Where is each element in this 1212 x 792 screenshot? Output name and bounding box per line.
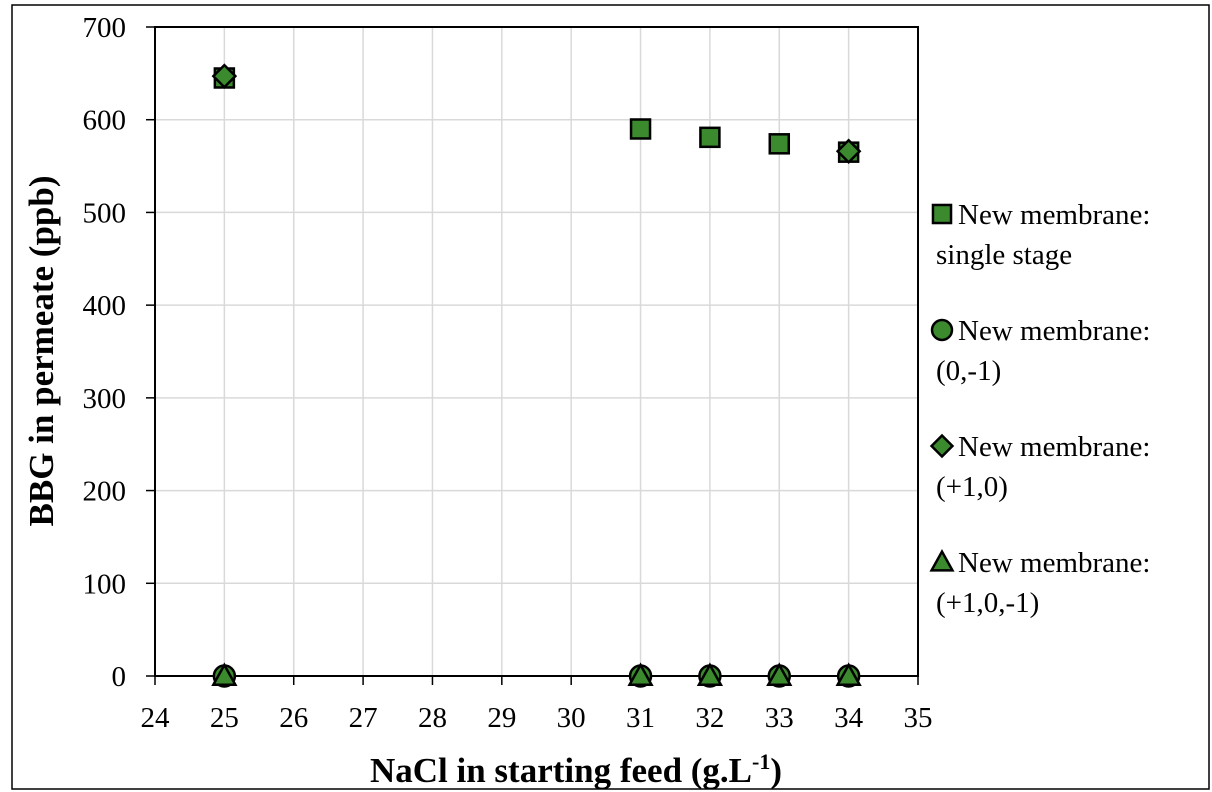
x-tick-label: 24 [141,702,171,734]
x-axis-title: NaCl in starting feed (g.L-1) [370,749,782,790]
x-tick-label: 34 [834,702,864,734]
data-point-square [699,126,721,149]
x-tick-label: 33 [765,702,794,734]
data-point-triangle [835,662,862,687]
legend: New membrane: single stage New membrane: (0… [929,199,1150,619]
x-axis-title-main: NaCl in starting feed (g.L [370,751,752,790]
x-axis-title-sup: -1 [752,749,770,774]
legend-label: New membrane: [958,315,1150,347]
x-tick-label: 29 [487,702,516,734]
x-tick-label: 32 [695,702,724,734]
x-tick-label: 28 [418,702,447,734]
legend-label-line2: (+1,0) [936,471,1008,503]
data-points [211,63,862,688]
legend-label: New membrane: [958,431,1150,463]
axes: 24 25 26 27 28 29 30 31 32 33 34 35 0 100 200 300 400 500… [83,12,933,734]
data-point-triangle [627,662,654,687]
legend-marker-diamond [929,433,955,459]
legend-label-line2: single stage [936,239,1072,271]
data-point-triangle [696,662,724,687]
plot-area [154,26,919,677]
y-tick-label: 700 [83,12,127,44]
y-tick-label: 300 [83,383,127,415]
legend-marker-triangle [929,548,955,572]
legend-label-line2: (+1,0,-1) [936,587,1039,619]
legend-label-line2: (0,-1) [936,355,1001,387]
x-tick-label: 26 [279,702,308,734]
y-tick-label: 400 [83,290,127,322]
data-point-square [629,118,652,140]
data-point-diamond [835,138,862,165]
data-point-triangle [766,662,793,687]
x-tick-label: 27 [349,702,378,734]
chart-border [11,4,1210,790]
legend-label: New membrane: [958,199,1150,231]
x-tick-label: 35 [904,702,933,734]
data-point-square [768,133,791,155]
y-axis-title: BBG in permeate (ppb) [22,176,61,527]
legend-marker-square [931,203,953,225]
y-tick-label: 500 [83,197,127,229]
data-point-triangle [211,662,238,687]
x-axis-title-end: ) [770,751,782,790]
y-tick-label: 100 [83,568,127,600]
y-tick-label: 0 [112,661,127,693]
y-tick-label: 200 [83,476,127,508]
x-tick-label: 31 [626,702,655,734]
x-tick-label: 30 [557,702,586,734]
legend-label: New membrane: [958,547,1150,579]
y-tick-label: 600 [83,105,127,137]
grid [155,27,918,676]
x-tick-label: 25 [210,702,239,734]
data-point-diamond [211,63,238,89]
legend-marker-circle [930,318,954,342]
